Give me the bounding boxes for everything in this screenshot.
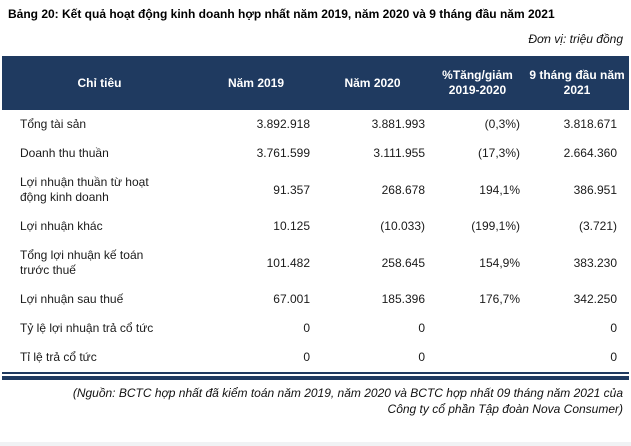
row-label-cell: Lợi nhuận khác	[20, 219, 103, 233]
value-cell: 383.230	[573, 255, 617, 270]
value-cell: 0	[303, 350, 310, 364]
source-note: (Nguồn: BCTC hợp nhất đã kiểm toán năm 2…	[8, 385, 623, 417]
value-cell: (3.721)	[578, 219, 617, 233]
value-cell: 194,1%	[479, 182, 520, 197]
row-label-cell: Doanh thu thuần	[20, 146, 109, 160]
value-cell: (10.033)	[380, 219, 425, 233]
financial-results-table: Chỉ tiêu Năm 2019 Năm 2020 %Tăng/giảm 20…	[2, 56, 629, 372]
value-cell: 342.250	[573, 292, 617, 306]
value-cell: 3.761.599	[256, 146, 310, 160]
column-header-tang-giam: %Tăng/giảm 2019-2020	[430, 56, 525, 110]
table-bottom-rule	[2, 372, 629, 380]
table-caption: Bảng 20: Kết quả hoạt động kinh doanh hợ…	[8, 7, 555, 21]
value-cell: 10.125	[273, 219, 310, 233]
value-cell: (199,1%)	[471, 219, 520, 233]
value-cell: 185.396	[381, 292, 425, 306]
value-cell: 101.482	[266, 255, 310, 270]
value-cell: 154,9%	[479, 255, 520, 270]
value-cell: 3.892.918	[256, 117, 310, 131]
value-cell: 268.678	[381, 182, 425, 197]
bottom-rule-thick	[2, 376, 629, 380]
value-cell: 3.818.671	[563, 117, 617, 131]
row-label-cell: Tỷ lệ lợi nhuận trả cổ tức	[20, 321, 154, 335]
table-row: Tổng tài sản 3.892.918 3.881.993 (0,3%) …	[2, 110, 629, 139]
column-header-chi-tieu: Chỉ tiêu	[2, 56, 197, 110]
source-note-line-2: Công ty cổ phần Tập đoàn Nova Consumer)	[387, 402, 623, 416]
value-cell: 67.001	[273, 292, 310, 306]
value-cell: 0	[610, 321, 617, 335]
row-label-cell: Lợi nhuận sau thuế	[20, 292, 124, 306]
value-cell: 3.111.955	[373, 146, 425, 160]
value-cell	[430, 314, 525, 343]
table-header-row: Chỉ tiêu Năm 2019 Năm 2020 %Tăng/giảm 20…	[2, 56, 629, 110]
table-row: Tổng lợi nhuận kế toán trước thuế 101.48…	[2, 241, 629, 285]
source-note-line-1: (Nguồn: BCTC hợp nhất đã kiểm toán năm 2…	[72, 386, 623, 400]
value-cell	[430, 343, 525, 372]
page-edge-strip	[0, 442, 631, 446]
value-cell: 386.951	[573, 182, 617, 197]
bottom-rule-thin	[2, 372, 629, 374]
table-row: Tỉ lệ trả cổ tức 0 0 0	[2, 343, 629, 372]
column-header-nam-2019: Năm 2019	[197, 56, 315, 110]
value-cell: 0	[418, 350, 425, 364]
table-row: Tỷ lệ lợi nhuận trả cổ tức 0 0 0	[2, 314, 629, 343]
unit-note: Đơn vị: triệu đồng	[528, 32, 623, 46]
value-cell: 0	[418, 321, 425, 335]
value-cell: 3.881.993	[371, 117, 425, 131]
row-label-cell: Tỉ lệ trả cổ tức	[20, 350, 97, 364]
value-cell: (17,3%)	[477, 146, 520, 160]
row-label-cell: Tổng lợi nhuận kế toán trước thuế	[20, 248, 144, 277]
table-row: Lợi nhuận sau thuế 67.001 185.396 176,7%…	[2, 285, 629, 314]
column-header-nam-2020: Năm 2020	[315, 56, 430, 110]
value-cell: 258.645	[381, 255, 425, 270]
value-cell: 0	[303, 321, 310, 335]
row-label-cell: Lợi nhuận thuần từ hoạt động kinh doanh	[20, 175, 149, 204]
value-cell: 0	[610, 350, 617, 364]
column-header-9-thang: 9 tháng đầu năm 2021	[525, 56, 629, 110]
value-cell: 91.357	[273, 182, 310, 197]
table-row: Lợi nhuận thuần từ hoạt động kinh doanh …	[2, 168, 629, 212]
value-cell: (0,3%)	[484, 117, 520, 131]
value-cell: 2.664.360	[563, 146, 617, 160]
table-row: Lợi nhuận khác 10.125 (10.033) (199,1%) …	[2, 212, 629, 241]
table-row: Doanh thu thuần 3.761.599 3.111.955 (17,…	[2, 139, 629, 168]
value-cell: 176,7%	[479, 292, 520, 306]
row-label-cell: Tổng tài sản	[20, 117, 87, 131]
